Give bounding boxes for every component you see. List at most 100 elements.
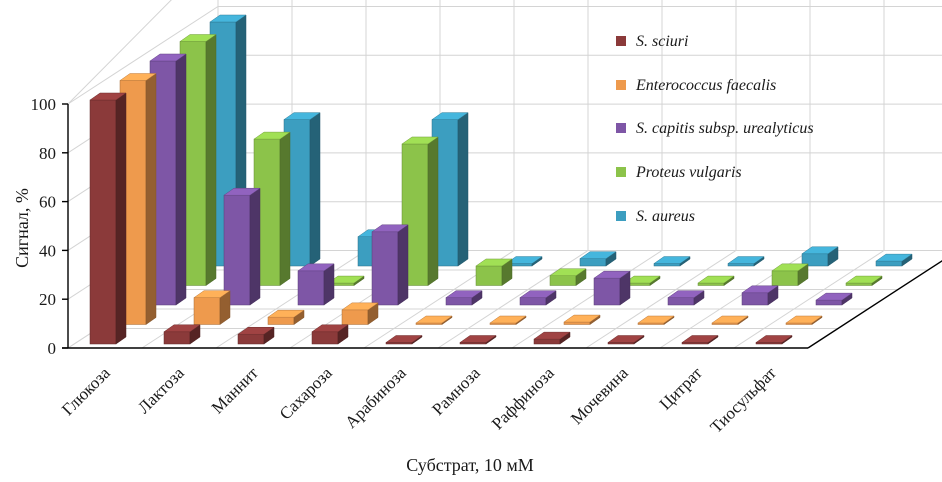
bar-top-face <box>267 309 305 318</box>
bar-side-face <box>175 53 187 306</box>
floor-right-edge <box>807 260 942 349</box>
bar-top-face <box>415 315 453 324</box>
bar-top-face <box>681 335 719 343</box>
bar-enterococcus-faecalis-9 <box>785 315 823 325</box>
bar-enterococcus-faecalis-8 <box>711 315 749 325</box>
legend-label-enterococcus-faecalis: Enterococcus faecalis <box>635 77 776 94</box>
bar-s-aureus-1 <box>283 112 321 267</box>
floor-line <box>585 250 737 349</box>
floor-line <box>437 250 589 349</box>
bar-s-capitis-subsp-urealyticus-4 <box>445 290 483 306</box>
bar-top-face <box>579 251 617 259</box>
bar-front-face <box>193 297 221 325</box>
bar-top-face <box>193 290 231 298</box>
bar-front-face <box>593 277 621 306</box>
bar-top-face <box>519 290 557 298</box>
bar-front-face <box>741 292 769 306</box>
x-tick-label-5: Рамноза <box>428 363 484 419</box>
bar-top-face <box>209 14 247 23</box>
legend-swatch-enterococcus-faecalis <box>616 80 626 90</box>
bar-top-face <box>637 315 675 324</box>
y-tick-label-40: 40 <box>39 241 56 260</box>
legend-label-proteus-vulgaris: Proteus vulgaris <box>635 164 742 181</box>
bar-s-sciuri-6 <box>533 331 571 345</box>
bar-proteus-vulgaris-4 <box>475 258 513 286</box>
bar-enterococcus-faecalis-3 <box>341 302 379 325</box>
bar-top-face <box>179 34 217 42</box>
x-tick-label-9: Тиосульфат <box>706 363 780 437</box>
bar-proteus-vulgaris-7 <box>697 275 735 286</box>
legend-label-s-capitis: S. capitis subsp. urealyticus <box>636 120 814 137</box>
x-tick-label-3: Сахароза <box>276 363 336 423</box>
bar-front-face <box>533 338 561 345</box>
bar-front-face <box>549 275 577 286</box>
bar-top-face <box>371 224 409 233</box>
bar-top-face <box>89 92 127 101</box>
bar-s-capitis-subsp-urealyticus-5 <box>519 290 557 306</box>
bar-proteus-vulgaris-5 <box>549 268 587 286</box>
bar-top-face <box>237 326 275 335</box>
bar-front-face <box>341 309 369 325</box>
legend-label-s-aureus: S. aureus <box>636 208 695 225</box>
bar-top-face <box>505 256 543 264</box>
bar-s-sciuri-3 <box>311 324 349 345</box>
bar-enterococcus-faecalis-4 <box>415 315 453 325</box>
floor-line <box>215 250 367 349</box>
bar-top-face <box>119 73 157 81</box>
bar-proteus-vulgaris-2 <box>327 275 365 286</box>
bar-s-sciuri-5 <box>459 335 497 345</box>
axis-layer <box>62 103 942 349</box>
bar-s-aureus-6 <box>653 256 691 267</box>
bar-enterococcus-faecalis-6 <box>563 314 601 325</box>
bar-top-face <box>297 263 335 272</box>
bar-top-face <box>607 335 645 343</box>
bar-top-face <box>341 302 379 311</box>
bar-front-face <box>579 258 607 267</box>
bar-s-capitis-subsp-urealyticus-6 <box>593 270 631 306</box>
bar-s-capitis-subsp-urealyticus-9 <box>815 292 853 306</box>
x-tick-label-7: Мочевина <box>567 363 632 428</box>
legend-label-s-sciuri: S. sciuri <box>636 33 688 50</box>
bar-side-face <box>309 112 321 267</box>
bar-top-face <box>283 112 321 120</box>
bar-front-face <box>667 297 695 306</box>
bar-s-sciuri-9 <box>755 335 793 345</box>
bar-s-sciuri-1 <box>163 324 201 345</box>
bar-top-face <box>563 314 601 323</box>
bar-s-aureus-7 <box>727 256 765 267</box>
legend-swatch-s-aureus <box>616 211 626 221</box>
bar-front-face <box>297 270 325 306</box>
bar-front-face <box>445 297 473 306</box>
bar-top-face <box>475 258 513 267</box>
bar-top-face <box>667 290 705 298</box>
bar-top-face <box>623 275 661 284</box>
bar-s-capitis-subsp-urealyticus-3 <box>371 224 409 306</box>
y-tick-label-100: 100 <box>31 95 57 114</box>
bar-side-face <box>115 92 127 345</box>
bar-s-aureus-8 <box>801 246 839 267</box>
bar-side-face <box>249 187 261 306</box>
bar-top-face <box>401 136 439 145</box>
bars-layer <box>89 14 913 345</box>
bar-side-face <box>427 136 439 286</box>
bar-proteus-vulgaris-8 <box>771 263 809 286</box>
bar-top-face <box>459 335 497 343</box>
bar-top-face <box>653 256 691 264</box>
bar-front-face <box>815 299 843 306</box>
bar-side-face <box>145 73 157 325</box>
bar-front-face <box>223 194 251 306</box>
bar-top-face <box>785 315 823 324</box>
bar-top-face <box>149 53 187 62</box>
bar-side-face <box>397 224 409 306</box>
bar-front-face <box>727 263 755 267</box>
x-tick-label-2: Маннит <box>208 363 262 417</box>
bar-front-face <box>267 316 295 325</box>
bar-top-face <box>771 263 809 272</box>
bar-front-face <box>519 297 547 306</box>
y-tick-label-80: 80 <box>39 144 56 163</box>
y-tick-label-60: 60 <box>39 193 56 212</box>
bar-front-face <box>89 99 117 345</box>
x-tick-label-4: Арабиноза <box>341 363 410 432</box>
bar-front-face <box>875 260 903 267</box>
